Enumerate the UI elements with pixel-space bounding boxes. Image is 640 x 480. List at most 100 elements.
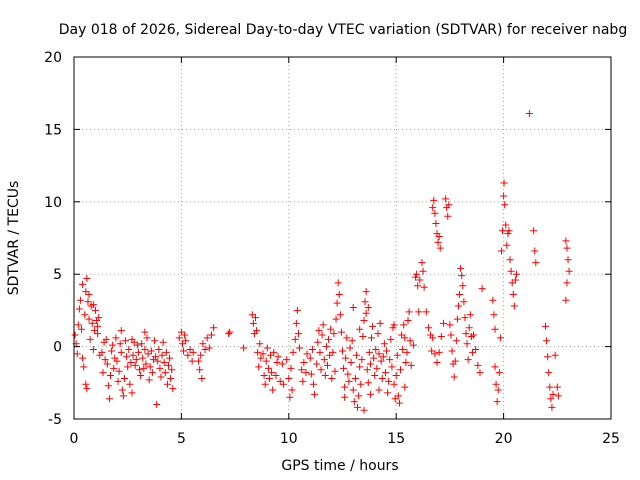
data-point [384, 389, 392, 397]
data-point [291, 335, 299, 343]
data-point [546, 383, 554, 391]
data-point [361, 298, 369, 306]
data-point [478, 285, 486, 293]
data-point [76, 296, 84, 304]
data-point [175, 334, 183, 342]
data-point [393, 351, 401, 359]
data-point [73, 350, 81, 358]
data-point [551, 351, 559, 359]
data-point [80, 363, 88, 371]
data-point [83, 275, 91, 283]
x-tick-label: 10 [280, 431, 298, 447]
data-point [132, 356, 140, 364]
data-point [114, 377, 122, 385]
data-point [160, 359, 168, 367]
data-point [113, 357, 121, 365]
data-point [262, 357, 270, 365]
data-point [226, 328, 234, 336]
data-point [545, 369, 553, 377]
data-point [115, 367, 123, 375]
data-point [292, 319, 300, 327]
data-point [142, 360, 150, 368]
data-point [90, 327, 98, 335]
data-point [405, 308, 413, 316]
data-point [437, 332, 445, 340]
data-point [348, 337, 356, 345]
data-point [169, 385, 177, 393]
data-point [205, 344, 213, 352]
data-point [541, 322, 549, 330]
data-point [130, 338, 138, 346]
data-point [252, 314, 260, 322]
data-point [102, 335, 110, 343]
data-point [161, 369, 169, 377]
data-point [71, 331, 79, 339]
data-point [544, 353, 552, 361]
x-tick-label: 25 [602, 431, 620, 447]
data-point [317, 366, 325, 374]
data-point [104, 382, 112, 390]
data-point [363, 366, 371, 374]
data-point [433, 359, 441, 367]
data-point [337, 328, 345, 336]
data-point [278, 360, 286, 368]
data-point [456, 290, 464, 298]
data-point [376, 319, 384, 327]
data-point [225, 330, 233, 338]
data-point [265, 374, 273, 382]
data-point [457, 264, 465, 272]
data-point [82, 288, 90, 296]
data-point [152, 353, 160, 361]
data-point [503, 241, 511, 249]
data-point [140, 364, 148, 372]
data-point [267, 351, 275, 359]
data-point [134, 348, 142, 356]
data-point [450, 373, 458, 381]
data-point [264, 364, 272, 372]
data-point [119, 392, 127, 400]
data-point [563, 279, 571, 287]
data-point [340, 364, 348, 372]
data-point [500, 179, 508, 187]
data-point [98, 348, 106, 356]
data-point [145, 376, 153, 384]
x-tick-label: 5 [177, 431, 186, 447]
data-point [435, 233, 443, 241]
data-point [253, 327, 261, 335]
data-point [531, 247, 539, 255]
data-point [302, 369, 310, 377]
data-point [255, 363, 263, 371]
data-point [365, 348, 373, 356]
data-point [279, 380, 287, 388]
data-point [496, 334, 504, 342]
data-point [269, 386, 277, 394]
data-point [325, 335, 333, 343]
data-point [289, 348, 297, 356]
data-point [390, 321, 398, 329]
y-tick-label: 5 [53, 267, 62, 283]
data-point [344, 370, 352, 378]
data-point [168, 366, 176, 374]
data-point [442, 195, 450, 203]
data-point [369, 322, 377, 330]
data-point [543, 337, 551, 345]
data-point [139, 354, 147, 362]
data-point [91, 306, 99, 314]
data-point [381, 369, 389, 377]
data-point [366, 360, 374, 368]
data-point [310, 380, 318, 388]
data-point [138, 340, 146, 348]
data-point [296, 344, 304, 352]
data-point [346, 344, 354, 352]
data-point [400, 321, 408, 329]
data-point [462, 330, 470, 338]
data-point [306, 354, 314, 362]
data-point [285, 374, 293, 382]
data-point [276, 377, 284, 385]
x-tick-label: 20 [495, 431, 513, 447]
data-point [151, 337, 159, 345]
data-point [287, 364, 295, 372]
data-point [366, 390, 374, 398]
data-point [156, 364, 164, 372]
data-point [451, 357, 459, 365]
